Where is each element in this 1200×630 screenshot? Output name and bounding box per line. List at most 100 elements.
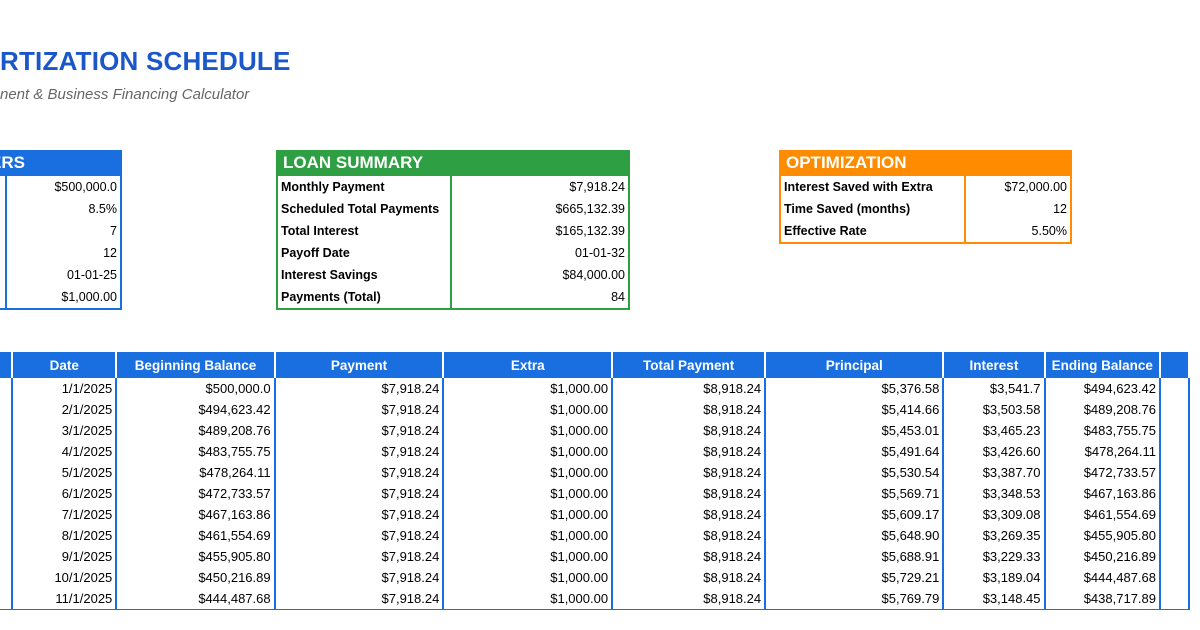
loan-summary-value: $165,132.39 [555,224,625,238]
parameter-value: 8.5% [88,202,118,216]
table-cell: 1/1/2025 [12,378,118,399]
parameter-value: 7 [110,224,117,238]
optimization-box: OPTIMIZATION Interest Saved with Extra $7… [779,150,1072,244]
table-cell: 3/1/2025 [12,420,118,441]
table-cell: $472,733.57 [116,483,276,504]
optimization-title: OPTIMIZATION [781,150,1070,176]
optimization-value: $72,000.00 [1004,180,1067,194]
table-cell: $467,163.86 [1044,483,1162,504]
table-cell [0,420,14,441]
table-cell: $7,918.24 [274,504,445,525]
table-cell: $494,623.42 [1044,378,1162,399]
loan-summary-row: Interest Savings $84,000.00 [278,264,628,286]
loan-summary-label: Payoff Date [278,242,452,264]
table-cell: $7,918.24 [274,546,445,567]
table-cell [0,483,14,504]
table-cell: $450,216.89 [116,567,276,588]
table-cell: $1,000.00 [443,504,614,525]
table-cell: $500,000.0 [116,378,276,399]
table-row: 8/1/2025 $461,554.69 $7,918.24 $1,000.00 $8,… [0,525,1190,546]
table-cell: $5,530.54 [765,462,945,483]
table-cell: $3,189.04 [943,567,1046,588]
optimization-row: Time Saved (months) 12 [781,198,1070,220]
column-header: Date [11,352,118,378]
parameters-title: ERS [0,153,25,172]
parameter-label [0,264,7,286]
table-cell: $5,376.58 [765,378,945,399]
loan-summary-row: Scheduled Total Payments $665,132.39 [278,198,628,220]
table-cell: $8,918.24 [612,378,767,399]
table-cell: $478,264.11 [116,462,276,483]
table-header-row: Date Beginning Balance Payment Extra Total P… [0,352,1190,378]
table-cell: $438,717.89 [1044,588,1162,610]
optimization-row: Effective Rate 5.50% [781,220,1070,242]
table-cell: 4/1/2025 [12,441,118,462]
table-row: 1/1/2025 $500,000.0 $7,918.24 $1,000.00 $8,9… [0,378,1190,399]
optimization-label: Interest Saved with Extra [781,176,966,198]
column-header [0,352,14,378]
table-cell: 11/1/2025 [12,588,118,610]
column-header: Beginning Balance [115,352,276,378]
parameter-row: 01-01-25 [0,264,120,286]
optimization-value: 12 [1053,202,1067,216]
column-header: Principal [764,352,945,378]
optimization-label: Time Saved (months) [781,198,966,220]
table-cell: $1,000.00 [443,399,614,420]
parameter-label [0,286,7,308]
table-cell: $1,000.00 [443,546,614,567]
table-cell: $8,918.24 [612,420,767,441]
column-header: Extra [442,352,614,378]
table-cell: $7,918.24 [274,441,445,462]
table-cell [0,546,14,567]
table-cell: $3,503.58 [943,399,1046,420]
table-cell: $8,918.24 [612,546,767,567]
table-cell [1160,420,1190,441]
table-cell: $483,755.75 [1044,420,1162,441]
table-cell [0,441,14,462]
table-cell: $8,918.24 [612,504,767,525]
optimization-row: Interest Saved with Extra $72,000.00 [781,176,1070,198]
table-cell [0,462,14,483]
table-cell: $461,554.69 [1044,504,1162,525]
table-cell: $450,216.89 [1044,546,1162,567]
parameter-row: 7 [0,220,120,242]
table-cell: $8,918.24 [612,441,767,462]
table-cell: 5/1/2025 [12,462,118,483]
table-cell: $455,905.80 [116,546,276,567]
loan-summary-value: 84 [611,290,625,304]
parameter-value: 12 [103,246,117,260]
table-cell [0,588,14,610]
loan-summary-box: LOAN SUMMARY Monthly Payment $7,918.24 Sch… [276,150,630,310]
parameter-row: ) 8.5% [0,198,120,220]
table-cell: $3,348.53 [943,483,1046,504]
table-cell: $1,000.00 [443,462,614,483]
table-cell: $1,000.00 [443,567,614,588]
optimization-value: 5.50% [1031,224,1067,238]
parameters-table: $500,000.0) 8.5% 7 12 01-01-25 $1,000.00 [0,176,120,308]
loan-summary-label: Payments (Total) [278,286,452,308]
table-row: 4/1/2025 $483,755.75 $7,918.24 $1,000.00 $8,… [0,441,1190,462]
table-cell [0,504,14,525]
table-cell: $8,918.24 [612,483,767,504]
table-cell: $7,918.24 [274,588,445,610]
table-cell: $5,688.91 [765,546,945,567]
table-row: 9/1/2025 $455,905.80 $7,918.24 $1,000.00 $8,… [0,546,1190,567]
loan-summary-label: Scheduled Total Payments [278,198,452,220]
table-cell [1160,567,1190,588]
table-cell: $5,769.79 [765,588,945,610]
table-cell: $1,000.00 [443,378,614,399]
table-row: 5/1/2025 $478,264.11 $7,918.24 $1,000.00 $8,… [0,462,1190,483]
table-cell [1160,546,1190,567]
table-cell: $467,163.86 [116,504,276,525]
table-cell: $3,148.45 [943,588,1046,610]
column-header: Payment [273,352,445,378]
parameter-row: 12 [0,242,120,264]
table-cell: $5,453.01 [765,420,945,441]
parameter-row: $1,000.00 [0,286,120,308]
table-cell [1160,525,1190,546]
table-cell: $3,426.60 [943,441,1046,462]
table-cell: $5,609.17 [765,504,945,525]
table-cell: $455,905.80 [1044,525,1162,546]
parameters-header: ERS [0,150,120,176]
table-cell: $8,918.24 [612,567,767,588]
